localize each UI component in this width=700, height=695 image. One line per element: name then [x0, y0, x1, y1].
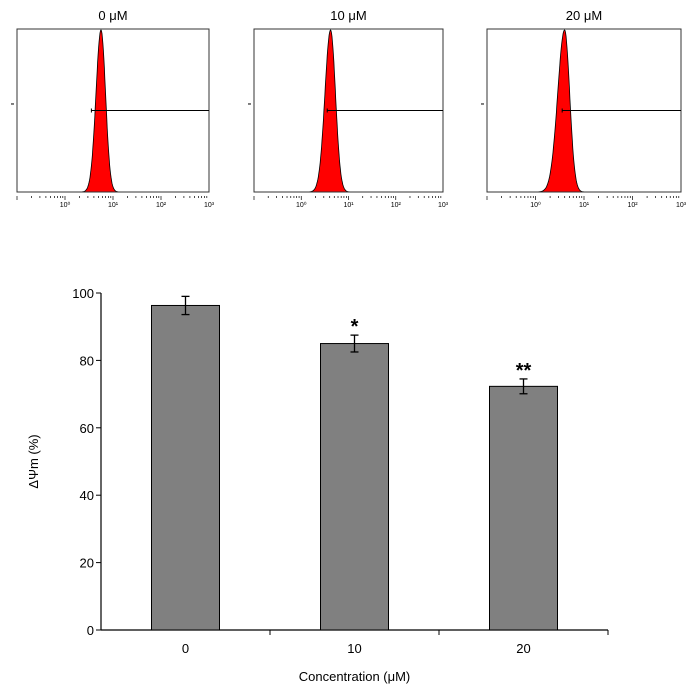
x-tick-label: 10¹: [343, 202, 354, 209]
x-tick-label: 10³: [438, 202, 449, 209]
flow-histograms: 0 μM 10⁰ 10¹ 10² 10³ 10 μM 10⁰ 10¹ 10² 10³ 20 μM 10…: [11, 8, 687, 209]
x-axis-label: Concentration (μM): [299, 669, 411, 684]
significance-marker: **: [516, 360, 532, 382]
histogram-title: 10 μM: [330, 8, 366, 23]
x-tick-label: 10¹: [108, 202, 119, 209]
significance-marker: *: [351, 316, 359, 338]
histogram-title: 20 μM: [566, 8, 602, 23]
x-tick-label: 10²: [156, 202, 167, 209]
x-tick-label: 10³: [676, 202, 687, 209]
y-tick-label: 0: [87, 623, 94, 638]
y-tick-label: 20: [80, 556, 94, 571]
x-tick-label: 10: [347, 641, 361, 656]
y-axis-label: ΔΨm (%): [26, 434, 41, 488]
x-tick-label: 10³: [204, 202, 215, 209]
x-tick-label: 20: [516, 641, 530, 656]
x-tick-label: 10⁰: [530, 201, 541, 209]
histogram-panel: 20 μM 10⁰ 10¹ 10² 10³: [481, 8, 687, 209]
x-tick-label: 10⁰: [60, 201, 71, 209]
x-tick-label: 10¹: [579, 202, 590, 209]
x-tick-label: 0: [182, 641, 189, 656]
y-tick-label: 80: [80, 353, 94, 368]
x-tick-label: 10⁰: [296, 201, 307, 209]
bar: [151, 304, 220, 631]
y-tick-label: 40: [80, 488, 94, 503]
histogram-panel: 0 μM 10⁰ 10¹ 10² 10³: [11, 8, 215, 209]
bar: [489, 385, 558, 631]
histogram-panel: 10 μM 10⁰ 10¹ 10² 10³: [248, 8, 449, 209]
bar-chart: 0 20 40 60 80 100 0 * 10 ** 20 Concentration (μM) ΔΨ…: [26, 286, 609, 684]
x-tick-label: 10²: [391, 202, 402, 209]
y-tick-label: 100: [72, 286, 94, 301]
y-tick-label: 60: [80, 421, 94, 436]
histogram-title: 0 μM: [98, 8, 127, 23]
x-tick-label: 10²: [627, 202, 638, 209]
bar: [320, 343, 389, 631]
